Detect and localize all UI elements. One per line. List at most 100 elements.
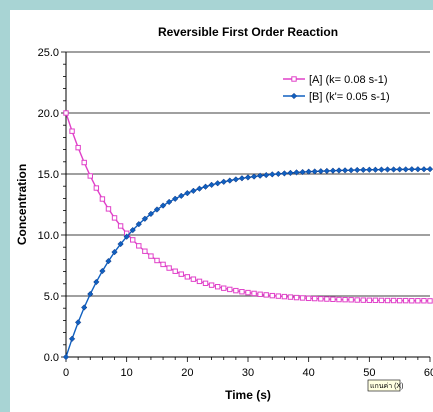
series-1-point <box>178 192 185 199</box>
series-1-point <box>208 181 215 189</box>
series-0-point <box>142 248 148 254</box>
series-1-point <box>420 166 428 173</box>
series-1-point <box>105 257 112 265</box>
series-0-point <box>275 293 282 299</box>
series-1-point <box>117 240 124 248</box>
series-1-point <box>269 171 276 178</box>
series-1-point <box>165 198 173 206</box>
series-0-point <box>245 289 251 296</box>
series-1-point <box>366 166 373 173</box>
series-line-1 <box>65 168 431 358</box>
series-0-point <box>287 294 294 300</box>
legend-label-0: [A] (k= 0.08 s-1) <box>309 74 388 86</box>
series-0-point <box>305 295 312 302</box>
y-tick-label-4: 20.0 <box>38 108 59 120</box>
series-1-point <box>396 166 403 173</box>
series-0-point <box>396 297 403 304</box>
series-0-point <box>415 298 421 304</box>
series-0-point <box>421 298 427 304</box>
series-1-point <box>329 167 337 174</box>
y-tick-labels: 0.0 5.0 10.0 15.0 20.0 25.0 <box>38 47 59 364</box>
series-1-point <box>408 166 415 173</box>
legend-swatch-marker-1 <box>290 92 298 100</box>
series-0-point <box>299 295 306 301</box>
series-1-point <box>141 215 149 222</box>
series-1-point <box>135 220 142 228</box>
series-0-point <box>354 297 360 303</box>
series-0-point <box>208 282 215 288</box>
series-line-0 <box>65 112 431 302</box>
series-0-point <box>372 297 379 303</box>
series-0-point <box>81 159 87 166</box>
series-0-point <box>178 271 184 277</box>
x-tick-label-4: 40 <box>303 367 315 379</box>
series-1-point <box>184 190 191 197</box>
series-1-point <box>202 183 209 190</box>
series-0-point <box>281 293 288 300</box>
series-0-point <box>93 185 100 191</box>
series-1-point <box>220 178 227 185</box>
series-0-point <box>202 280 209 287</box>
series-0-point <box>233 287 239 294</box>
legend: [A] (k= 0.08 s-1) [B] (k'= 0.05 s-1) <box>283 74 390 103</box>
series-0-point <box>390 297 397 304</box>
series-1-point <box>147 210 155 218</box>
series-1-point <box>360 166 367 174</box>
series-0-point <box>136 243 142 249</box>
series-1-point <box>226 177 233 184</box>
series-0-point <box>366 297 373 303</box>
series-0-point <box>117 223 124 229</box>
series-1-point <box>99 267 106 275</box>
series-1-point <box>402 166 409 173</box>
series-0-point <box>409 298 415 304</box>
series-layer <box>62 110 433 361</box>
legend-item-1: [B] (k'= 0.05 s-1) <box>283 91 390 103</box>
series-1-point <box>244 174 252 181</box>
series-1-point <box>159 202 167 209</box>
tooltip-text: แกนค่า (X) <box>370 383 403 390</box>
series-0-point <box>130 237 136 243</box>
series-0-point <box>312 295 318 302</box>
series-0-point <box>111 215 118 221</box>
series-0-point <box>75 144 81 151</box>
y-tick-label-0: 0.0 <box>44 352 59 364</box>
series-1-point <box>378 166 385 173</box>
series-0-point <box>196 278 203 285</box>
series-1-point <box>153 206 161 213</box>
x-tick-label-6: 60 <box>424 367 433 379</box>
series-0-point <box>239 289 245 295</box>
series-0-point <box>318 296 324 302</box>
series-0-point <box>214 284 221 290</box>
series-1-point <box>281 170 288 177</box>
series-0-point <box>166 265 172 271</box>
series-1-point <box>256 172 264 179</box>
series-0-point <box>251 290 257 297</box>
series-0-point <box>360 297 366 303</box>
legend-label-1: [B] (k'= 0.05 s-1) <box>309 91 390 103</box>
y-axis-title: Concentration <box>15 164 29 245</box>
x-tick-label-5: 50 <box>363 367 375 379</box>
series-0-point <box>269 292 275 299</box>
series-1-point <box>341 167 349 174</box>
series-1-point <box>123 233 130 240</box>
series-1-point <box>384 166 391 173</box>
y-tick-label-3: 15.0 <box>38 169 59 181</box>
series-0-point <box>221 285 227 291</box>
series-1-point <box>311 168 318 175</box>
series-1-point <box>372 166 379 173</box>
x-axis-title: Time (s) <box>225 388 271 402</box>
series-0-point <box>87 173 93 179</box>
series-1-point <box>87 290 94 298</box>
series-1-point <box>293 169 300 176</box>
series-0-point <box>263 292 269 298</box>
series-1-point <box>190 187 197 194</box>
x-tick-label-2: 20 <box>181 367 193 379</box>
series-0-point <box>63 110 69 116</box>
y-tick-label-2: 10.0 <box>38 230 59 242</box>
series-1-point <box>172 195 179 202</box>
series-0-point <box>336 296 342 303</box>
series-1 <box>62 165 433 361</box>
series-0-point <box>148 253 154 259</box>
